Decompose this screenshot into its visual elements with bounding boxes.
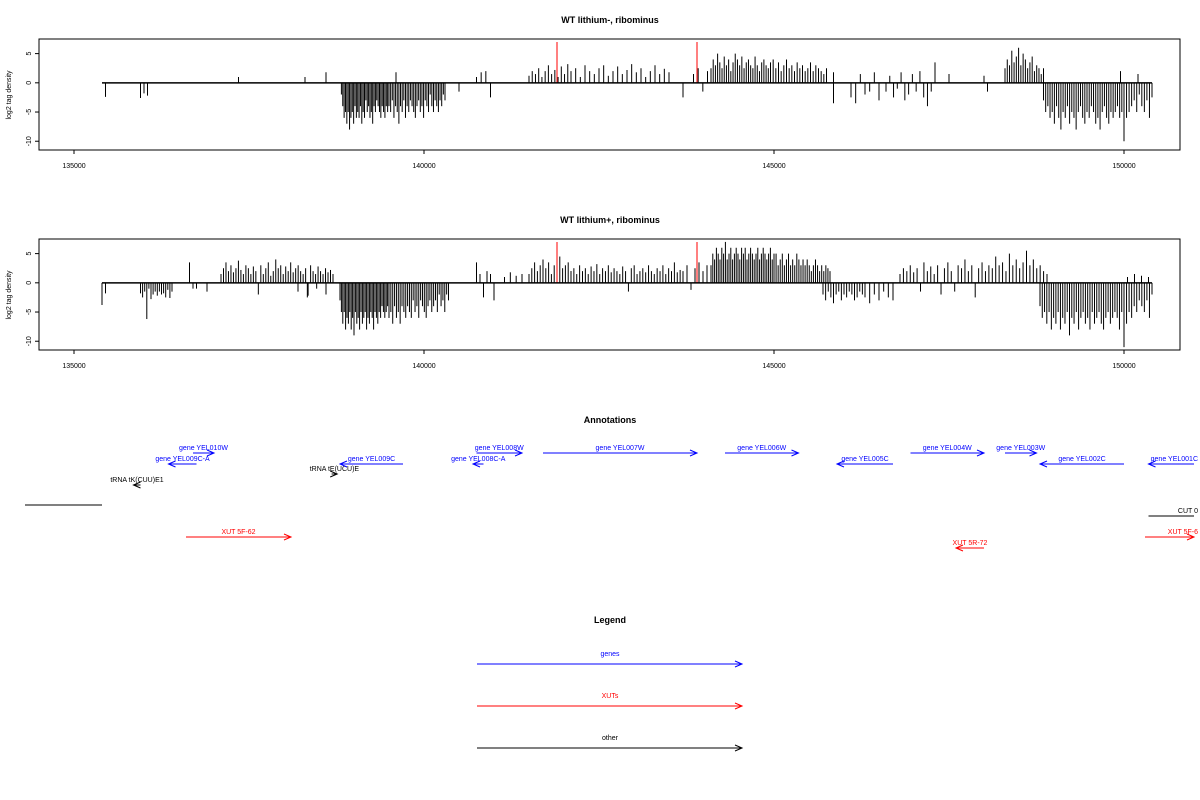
feature-arrow — [132, 481, 141, 489]
feature-arrow — [476, 449, 524, 457]
feature-label: gene YEL008W — [475, 445, 524, 452]
feature-label: gene YEL006W — [737, 445, 786, 452]
feature-arrow — [835, 460, 893, 468]
legend-arrow — [477, 702, 744, 710]
legend-entries: genes XUTs other — [477, 651, 744, 752]
feature-arrow — [1038, 460, 1124, 468]
feature-arrow — [330, 470, 339, 478]
panel-2-x-axis: 135000 140000 145000 150000 — [62, 350, 1136, 370]
feature-label: XUT 5F-6 — [1168, 529, 1198, 536]
feature-arrow — [338, 460, 403, 468]
y-tick-label: 5 — [26, 52, 33, 56]
panel-1-title: WT lithium-, ribominus — [561, 15, 659, 25]
panel-2-title: WT lithium+, ribominus — [560, 215, 660, 225]
feature-arrow — [1145, 533, 1196, 541]
x-tick-label: 150000 — [1112, 163, 1135, 170]
feature-label: gene YEL001C — [1151, 456, 1198, 463]
feature-label: gene YEL010W — [179, 445, 228, 452]
feature-label: tRNA tK(CUU)E1 — [110, 477, 163, 484]
y-tick-label: 0 — [26, 81, 33, 85]
panel-1-bars — [105, 47, 1153, 142]
annotations-title: Annotations — [584, 415, 637, 425]
feature-label: gene YEL003W — [996, 445, 1045, 452]
feature-label: gene YEL009C-A — [155, 456, 210, 463]
panel-2-bars — [101, 241, 1153, 348]
y-tick-label: 5 — [26, 252, 33, 256]
y-tick-label: -10 — [26, 136, 33, 146]
x-tick-label: 145000 — [762, 363, 785, 370]
panel-1-y-axis: 5 0 -5 -10 — [26, 52, 39, 146]
panel-1-markers — [556, 42, 698, 83]
feature-arrow — [186, 533, 293, 541]
legend-panel: Legend genes XUTs other — [477, 615, 744, 752]
x-tick-label: 140000 — [412, 163, 435, 170]
feature-label: gene YEL002C — [1058, 456, 1105, 463]
x-tick-label: 135000 — [62, 163, 85, 170]
feature-label: gene YEL008C-A — [451, 456, 506, 463]
feature-arrow — [1005, 449, 1038, 457]
feature-label: gene YEL004W — [923, 445, 972, 452]
panel-2-markers — [556, 242, 698, 283]
feature-arrow — [954, 544, 984, 552]
x-tick-label: 140000 — [412, 363, 435, 370]
legend-label: genes — [600, 651, 620, 658]
panel-1-ylabel: log2 tag density — [6, 70, 13, 120]
feature-arrow — [725, 449, 800, 457]
annotation-features: gene YEL010W gene YEL009C-A tRNA tK(CUU)E1… — [25, 445, 1198, 552]
y-tick-label: -5 — [26, 109, 33, 115]
feature-label: XUT 5F-62 — [221, 529, 255, 536]
x-tick-label: 150000 — [1112, 363, 1135, 370]
legend-arrow — [477, 660, 744, 668]
feature-label: CUT 0 — [1178, 508, 1198, 515]
feature-label: tRNA tE(UCU)E — [310, 466, 360, 473]
y-tick-label: 0 — [26, 281, 33, 285]
feature-arrow — [193, 449, 216, 457]
feature-arrow — [543, 449, 699, 457]
panel-2-y-axis: 5 0 -5 -10 — [26, 252, 39, 346]
feature-arrow — [167, 460, 197, 468]
x-tick-label: 145000 — [762, 163, 785, 170]
panel-1-frame — [38, 38, 1181, 151]
y-tick-label: -10 — [26, 336, 33, 346]
y-tick-label: -5 — [26, 309, 33, 315]
x-tick-label: 135000 — [62, 363, 85, 370]
panel-1: WT lithium-, ribominus log2 tag density … — [6, 15, 1181, 170]
legend-label: XUTs — [602, 693, 619, 700]
feature-arrow — [1147, 460, 1194, 468]
panel-2-frame — [38, 238, 1181, 351]
feature-arrow — [910, 449, 986, 457]
panel-2: WT lithium+, ribominus log2 tag density … — [6, 215, 1181, 370]
panel-2-ylabel: log2 tag density — [6, 270, 13, 320]
legend-arrow — [477, 744, 744, 752]
legend-label: other — [602, 735, 619, 742]
annotations-panel: Annotations gene YEL010W gene YEL009C-A tR… — [25, 415, 1198, 552]
feature-arrow — [471, 460, 484, 468]
feature-label: XUT 5R-72 — [953, 540, 988, 547]
feature-label: gene YEL009C — [348, 456, 395, 463]
panel-1-x-axis: 135000 140000 145000 150000 — [62, 150, 1136, 170]
feature-label: gene YEL007W — [596, 445, 645, 452]
feature-label: gene YEL005C — [841, 456, 888, 463]
legend-title: Legend — [594, 615, 626, 625]
